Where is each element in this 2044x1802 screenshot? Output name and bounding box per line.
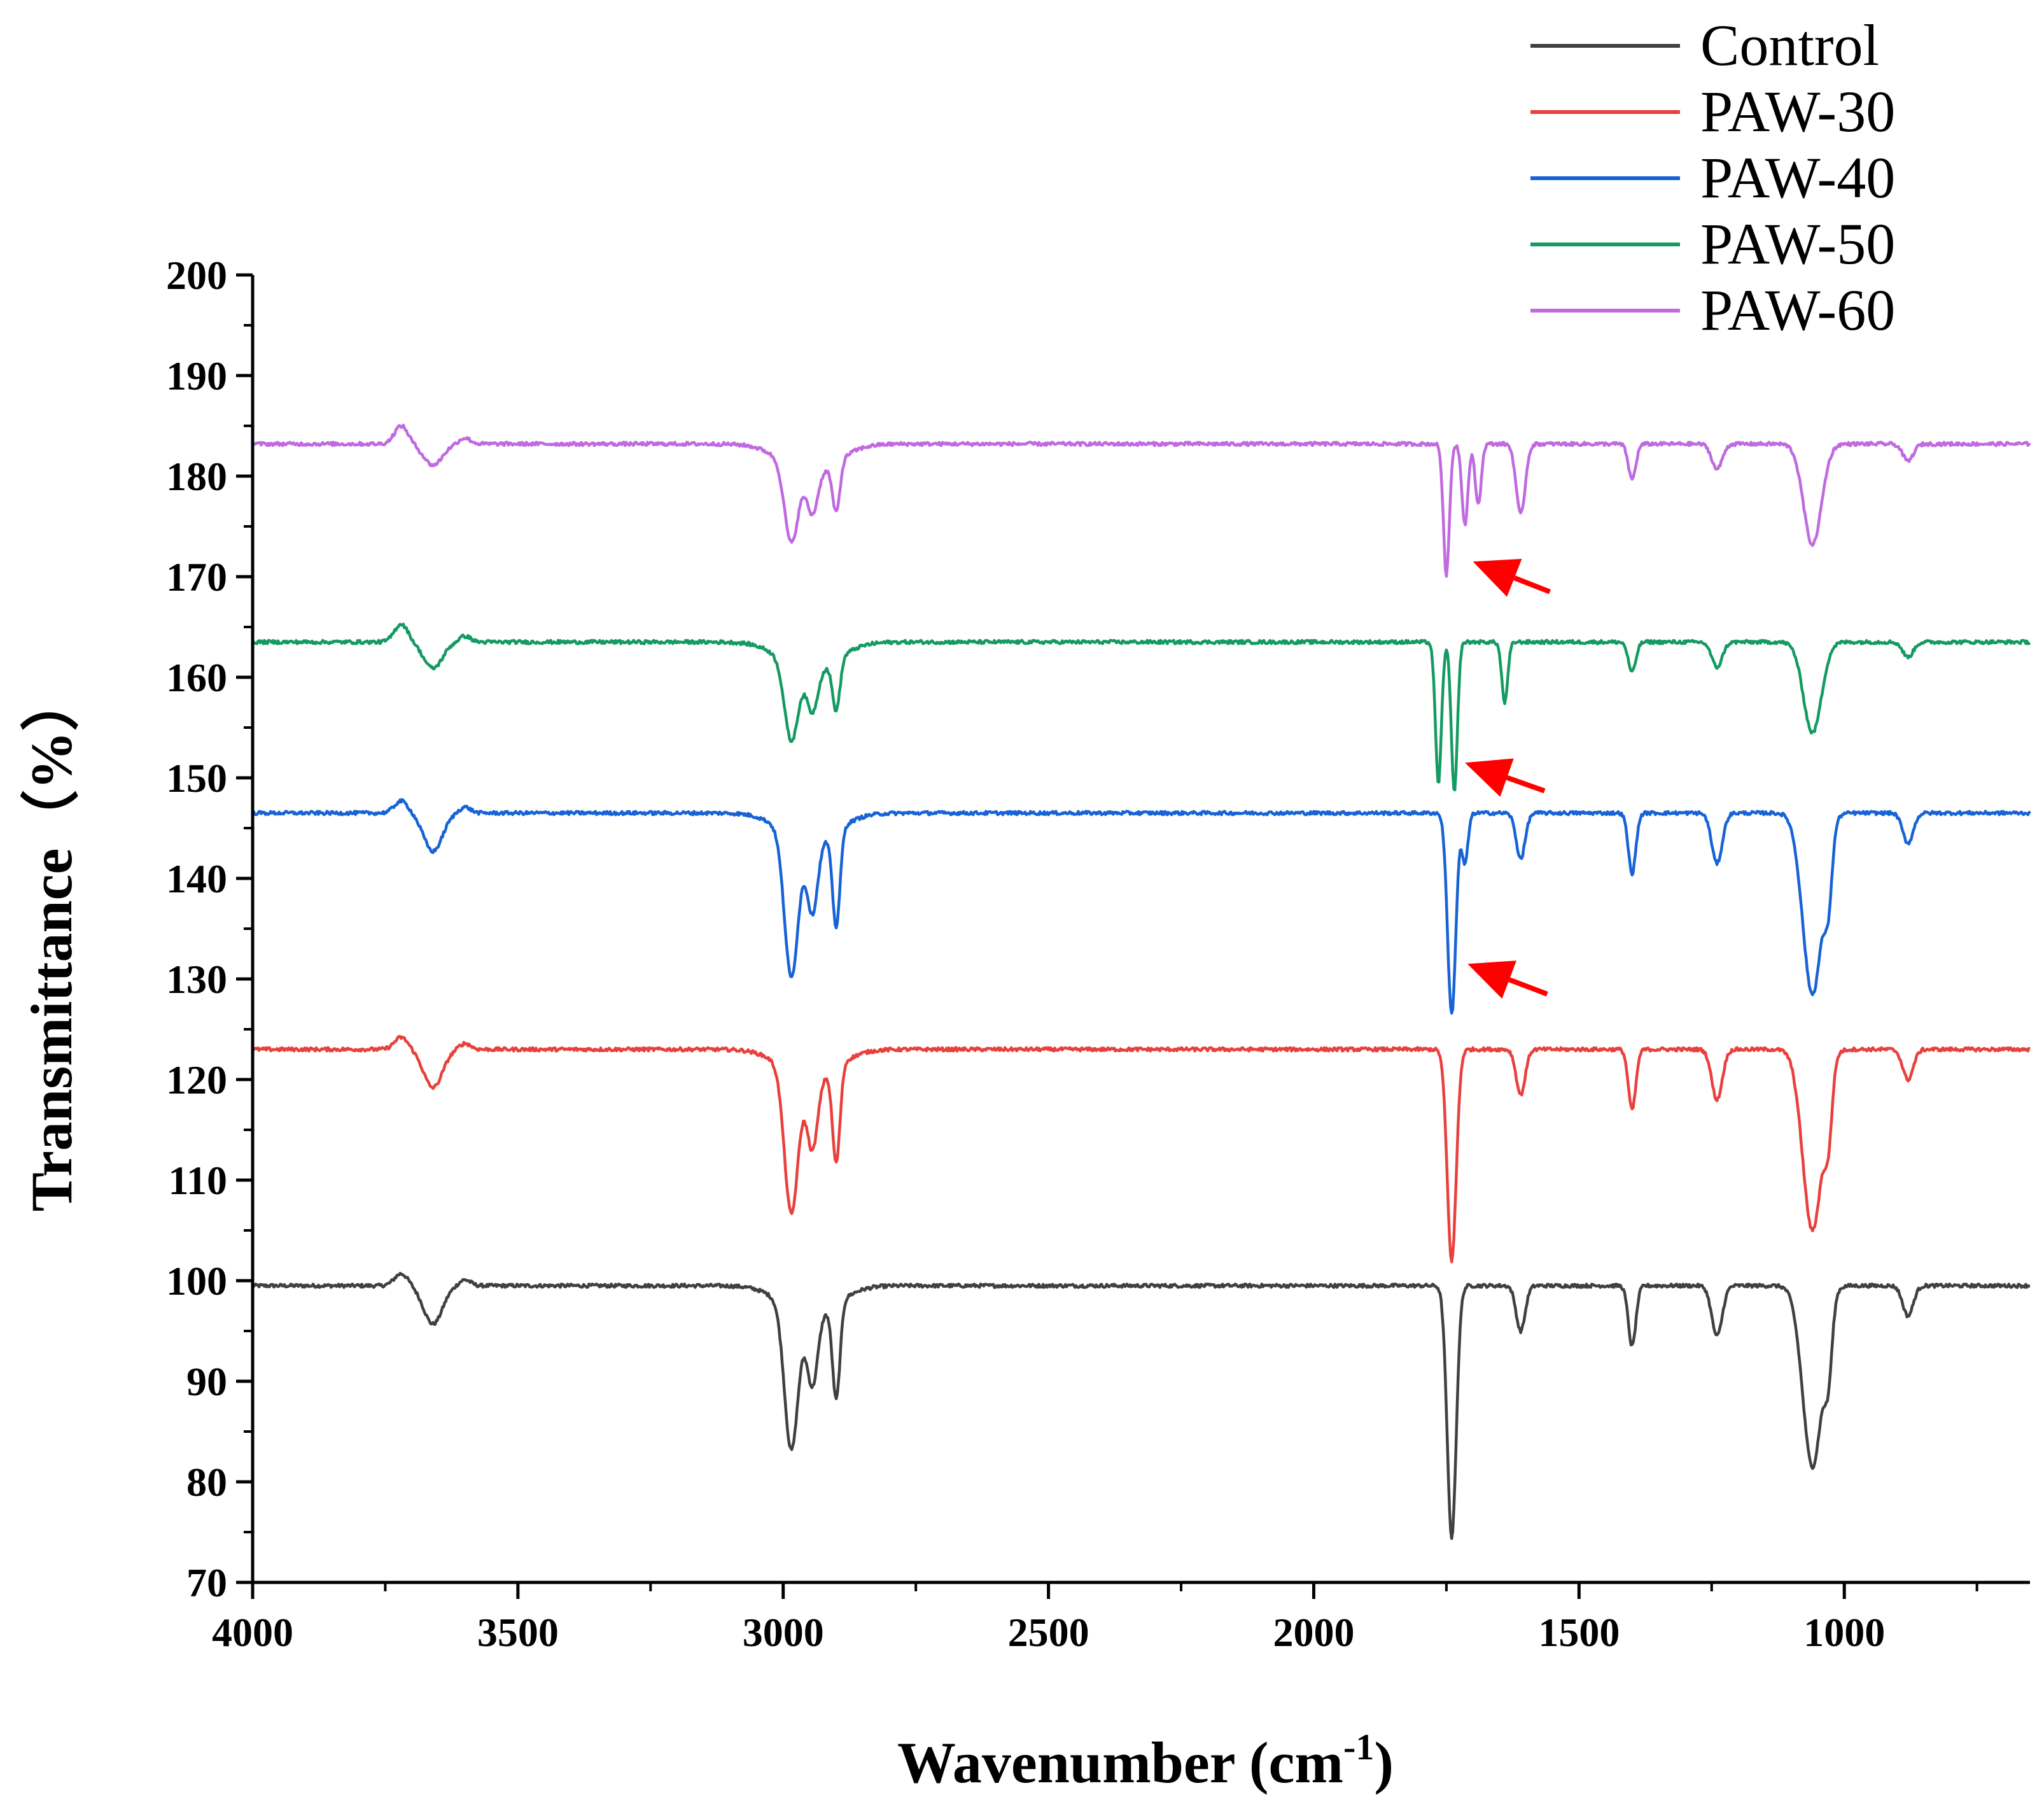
y-tick-label: 190 (166, 353, 227, 398)
x-tick-label: 1000 (1803, 1610, 1885, 1655)
y-tick-label: 110 (169, 1158, 227, 1203)
x-tick-label: 2000 (1273, 1610, 1354, 1655)
series-line-paw-40 (251, 798, 2031, 1015)
arrow-head (1465, 758, 1514, 797)
legend-label-paw-50: PAW-50 (1700, 211, 1895, 276)
arrow-head (1473, 559, 1522, 597)
legend-label-control: Control (1700, 13, 1879, 78)
y-tick-label: 170 (166, 554, 227, 600)
x-tick-label: 3000 (743, 1610, 824, 1655)
y-tick-label: 200 (166, 253, 227, 298)
y-tick-label: 150 (166, 756, 227, 801)
y-tick-label: 120 (166, 1057, 227, 1102)
y-tick-label: 160 (166, 655, 227, 700)
y-tick-label: 100 (166, 1258, 227, 1304)
legend-label-paw-40: PAW-40 (1700, 145, 1895, 210)
legend-label-paw-30: PAW-30 (1700, 79, 1895, 144)
arrow-shaft (1508, 977, 1548, 997)
annotation-arrows (1465, 559, 1551, 999)
legend-label-paw-60: PAW-60 (1700, 278, 1895, 342)
y-tick-label: 130 (166, 957, 227, 1002)
x-tick-label: 2500 (1008, 1610, 1089, 1655)
x-tick-label: 1500 (1538, 1610, 1620, 1655)
y-tick-label: 70 (186, 1560, 227, 1605)
x-tick-label: 3500 (477, 1610, 559, 1655)
x-axis-title: Wavenumber (cm-1) (897, 1726, 1394, 1795)
series-line-control (251, 1272, 2031, 1540)
plot-area (251, 423, 2031, 1540)
y-tick-label: 140 (166, 856, 227, 901)
axes: 70 80 90 100 110 120 130 140 150 160 170 180 190 200 4… (166, 253, 2030, 1655)
x-tick-label: 4000 (212, 1610, 293, 1655)
series-line-paw-50 (251, 623, 2031, 792)
y-tick-label: 90 (186, 1359, 227, 1404)
series-line-paw-60 (251, 423, 2031, 578)
arrow-shaft (1506, 775, 1546, 794)
y-tick-label: 180 (166, 454, 227, 499)
series-line-paw-30 (251, 1034, 2031, 1264)
arrow-shaft (1513, 575, 1551, 595)
y-axis-title: Transmittance（%） (19, 673, 84, 1212)
arrow-head (1467, 961, 1517, 999)
y-tick-label: 80 (186, 1460, 227, 1505)
